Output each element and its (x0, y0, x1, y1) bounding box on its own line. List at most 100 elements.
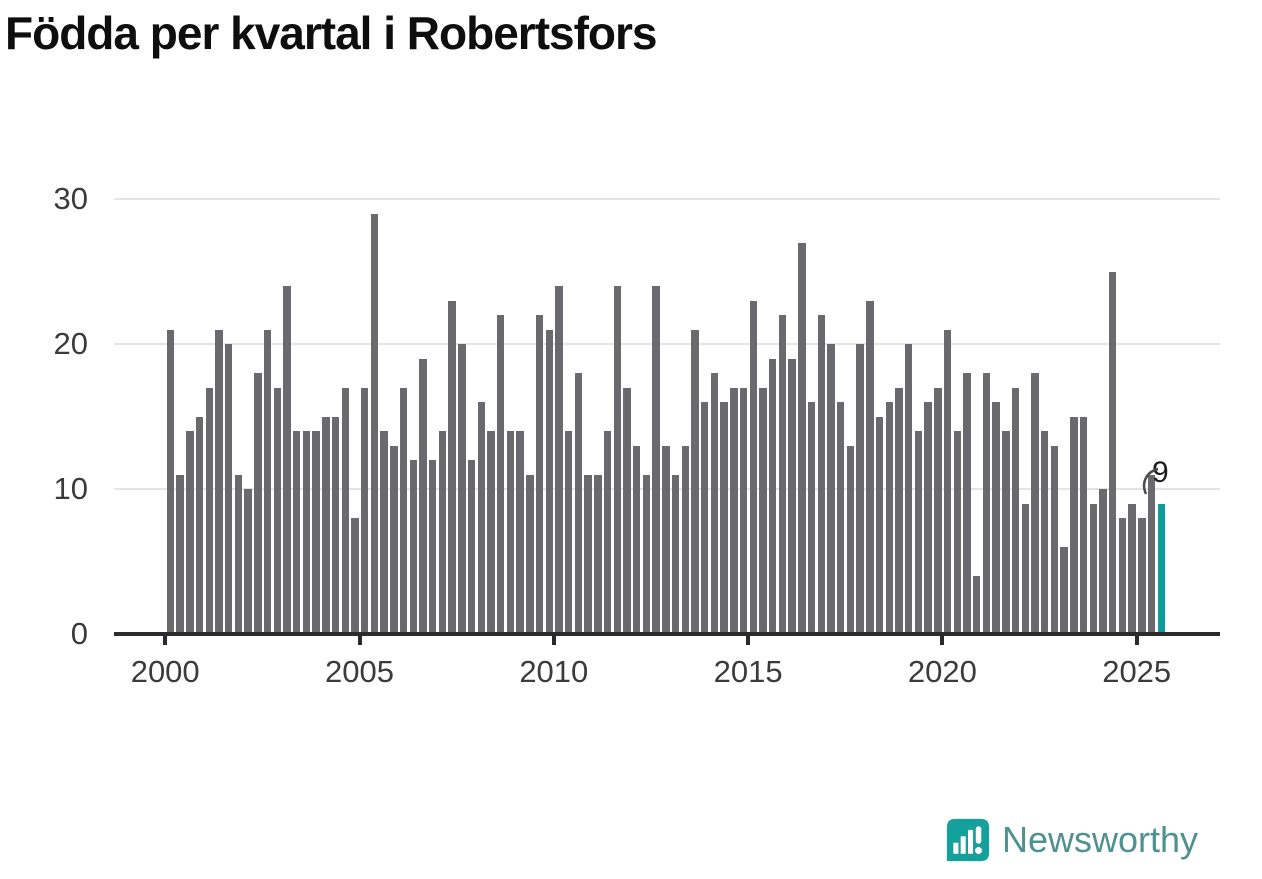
bar-2007-Q1 (438, 431, 447, 634)
bar-2000-Q2 (176, 474, 184, 634)
bar-2012-Q3 (652, 286, 660, 634)
bar-2005-Q4 (390, 445, 398, 634)
bar-2004-Q2 (331, 416, 340, 634)
bar-2008-Q2 (487, 431, 495, 634)
bar-2012-Q1 (633, 445, 641, 634)
newsworthy-logo-icon (946, 818, 990, 862)
bar-2015-Q3 (769, 358, 777, 634)
bar-2024-Q1 (1099, 489, 1107, 634)
bar-2016-Q1 (788, 358, 796, 634)
chart-title: Födda per kvartal i Robertsfors (5, 7, 657, 59)
bar-2002-Q3 (263, 329, 272, 634)
bar-2006-Q2 (409, 460, 417, 634)
bar-2000-Q4 (195, 416, 204, 634)
bar-2008-Q1 (477, 402, 485, 634)
x-tick-2000 (163, 636, 168, 645)
bar-2016-Q4 (817, 315, 825, 634)
bar-2017-Q1 (827, 344, 835, 634)
bar-2024-Q2 (1109, 271, 1117, 634)
bar-2022-Q3 (1041, 431, 1049, 634)
bar-2010-Q4 (584, 474, 592, 634)
bar-2009-Q1 (516, 431, 524, 634)
x-tick-2005 (357, 636, 362, 645)
bar-2016-Q3 (807, 402, 816, 634)
bar-2006-Q3 (419, 358, 427, 634)
bar-2002-Q2 (254, 373, 262, 634)
bar-2009-Q2 (526, 474, 534, 634)
x-tick-2025 (1134, 636, 1139, 645)
bar-2002-Q4 (273, 387, 281, 634)
x-tick-2020 (940, 636, 945, 645)
bar-2010-Q1 (555, 286, 563, 634)
bar-2017-Q4 (856, 344, 864, 634)
x-tick-label-2025: 2025 (1102, 654, 1172, 689)
bar-2002-Q1 (244, 489, 252, 634)
bar-2001-Q4 (234, 474, 243, 634)
bar-2023-Q3 (1079, 416, 1088, 634)
bar-2000-Q1 (166, 329, 175, 634)
bar-2005-Q2 (370, 213, 379, 634)
bar-2023-Q2 (1070, 416, 1078, 634)
bar-2022-Q1 (1021, 503, 1029, 634)
x-tick-2010 (551, 636, 556, 645)
x-tick-2015 (746, 636, 751, 645)
bar-2025-Q1 (1138, 518, 1146, 634)
bar-2004-Q3 (341, 387, 349, 634)
bar-2023-Q4 (1089, 503, 1098, 634)
gridline-30 (114, 198, 1220, 200)
bar-2003-Q3 (302, 431, 311, 634)
bar-2019-Q4 (934, 387, 942, 634)
bar-2012-Q2 (642, 474, 651, 634)
y-tick-label-20: 20 (53, 326, 88, 361)
bar-2006-Q4 (429, 460, 437, 634)
bar-2011-Q4 (623, 387, 631, 634)
bar-2015-Q1 (749, 300, 757, 634)
bar-2014-Q3 (730, 387, 738, 634)
bar-2011-Q2 (603, 431, 612, 634)
bar-2020-Q4 (973, 576, 981, 634)
bar-2021-Q1 (982, 373, 991, 634)
bar-2018-Q1 (866, 300, 874, 634)
bar-2024-Q3 (1118, 518, 1127, 634)
bar-2018-Q3 (885, 402, 893, 634)
bar-2022-Q4 (1050, 445, 1059, 634)
bar-2023-Q1 (1060, 547, 1068, 634)
bar-2013-Q2 (681, 445, 689, 634)
bar-2016-Q2 (798, 242, 806, 634)
bar-2001-Q3 (224, 344, 233, 634)
bar-2025-Q2 (1147, 474, 1156, 634)
x-tick-label-2010: 2010 (519, 654, 589, 689)
bar-2015-Q2 (759, 387, 767, 634)
bar-2003-Q2 (292, 431, 301, 634)
bar-2011-Q1 (594, 474, 602, 634)
bar-2022-Q2 (1031, 373, 1039, 634)
bar-2014-Q4 (739, 387, 748, 634)
brand-wordmark: Newsworthy (1002, 819, 1199, 860)
bar-2017-Q3 (846, 445, 855, 634)
bar-2007-Q3 (458, 344, 466, 634)
latest-value-label: 9 (1152, 456, 1169, 489)
bar-2014-Q2 (720, 402, 728, 634)
bar-2019-Q2 (914, 431, 923, 634)
bar-2011-Q3 (613, 286, 621, 634)
y-tick-label-10: 10 (53, 471, 88, 506)
bar-2018-Q2 (875, 416, 884, 634)
bar-2013-Q4 (701, 402, 709, 634)
bar-2017-Q2 (837, 402, 845, 634)
bar-2012-Q4 (662, 445, 670, 634)
bar-2005-Q3 (380, 431, 388, 634)
bar-2001-Q1 (205, 387, 213, 634)
bar-2009-Q4 (545, 329, 553, 634)
bar-2013-Q1 (671, 474, 680, 634)
branding: Newsworthy (946, 818, 1198, 862)
bar-2004-Q4 (351, 518, 359, 634)
bar-2009-Q3 (535, 315, 544, 634)
bar-2019-Q1 (905, 344, 913, 634)
bar-2025-Q3 (1157, 503, 1166, 634)
bar-2021-Q2 (992, 402, 1000, 634)
bar-2015-Q4 (778, 315, 787, 634)
bar-2005-Q1 (361, 387, 369, 634)
bar-2000-Q3 (186, 431, 194, 634)
bar-2013-Q3 (691, 329, 699, 634)
